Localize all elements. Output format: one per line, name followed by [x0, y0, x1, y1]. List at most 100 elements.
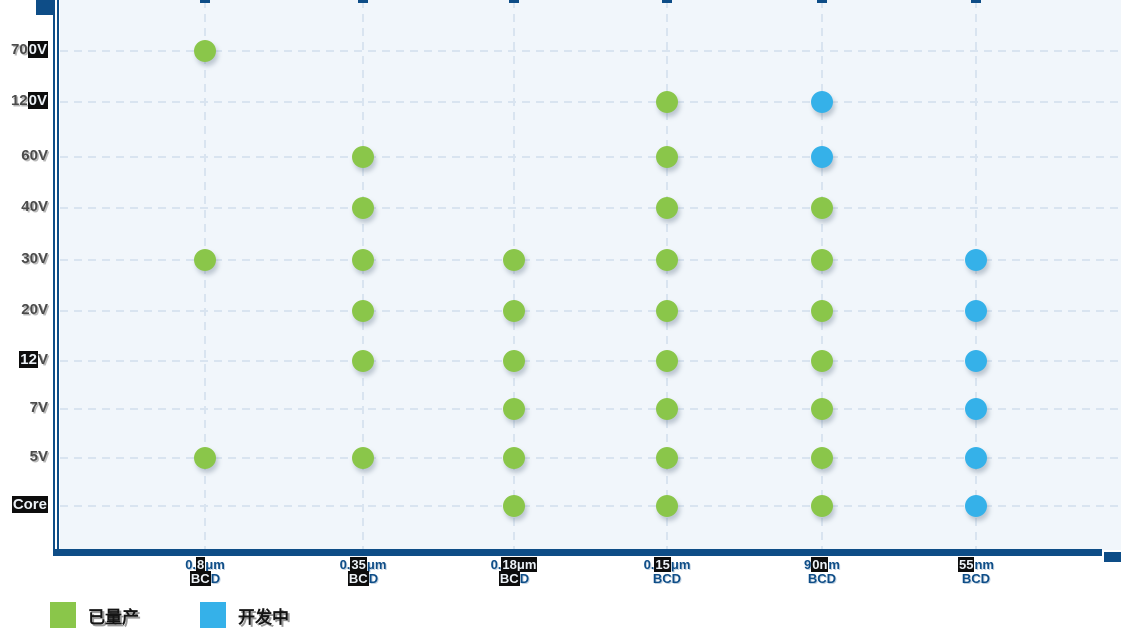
- label-segment: 70: [10, 41, 28, 58]
- legend-swatch-blue: [200, 602, 226, 628]
- x-axis-label-line1: 55nm: [901, 557, 1051, 572]
- point-55nm-12V[interactable]: [965, 350, 987, 372]
- legend-item-mass-production[interactable]: 已量产: [50, 602, 139, 628]
- label-highlight-segment: 15: [654, 557, 671, 572]
- point-0.15μm-5V[interactable]: [656, 447, 678, 469]
- horizontal-gridline: [60, 457, 1121, 459]
- horizontal-gridline: [60, 50, 1121, 52]
- point-0.35μm-30V[interactable]: [352, 249, 374, 271]
- x-axis-label-0.18μm-BCD: 0.18μm BCD: [439, 557, 589, 586]
- point-90nm-40V[interactable]: [811, 197, 833, 219]
- label-segment: 7V: [29, 399, 48, 416]
- label-segment: 20V: [21, 301, 48, 318]
- point-0.15μm-7V[interactable]: [656, 398, 678, 420]
- plot-area: [60, 0, 1121, 550]
- scroll-handle-bottom-right[interactable]: [1104, 552, 1121, 562]
- y-axis-label-Core: Core: [0, 496, 48, 513]
- x-axis-top-tick: [662, 0, 672, 3]
- x-axis-label-line1: 0.18μm: [439, 557, 589, 572]
- y-axis-line: [53, 0, 55, 553]
- point-0.35μm-20V[interactable]: [352, 300, 374, 322]
- x-axis-label-55nm-BCD: 55nm BCD: [901, 557, 1051, 586]
- point-0.15μm-12V[interactable]: [656, 350, 678, 372]
- point-55nm-5V[interactable]: [965, 447, 987, 469]
- point-0.18μm-30V[interactable]: [503, 249, 525, 271]
- label-highlight-segment: 35: [350, 557, 367, 572]
- x-axis-label-0.15μm-BCD: 0.15μm BCD: [592, 557, 742, 586]
- point-0.35μm-12V[interactable]: [352, 350, 374, 372]
- point-0.15μm-120V[interactable]: [656, 91, 678, 113]
- point-0.18μm-7V[interactable]: [503, 398, 525, 420]
- legend-label-in-development: 开发中: [238, 607, 289, 627]
- x-axis-label-line1: 0.35μm: [288, 557, 438, 572]
- horizontal-gridline: [60, 505, 1121, 507]
- label-highlight-segment: Core: [11, 496, 48, 513]
- label-highlight-segment: BC: [189, 571, 211, 586]
- point-0.18μm-Core[interactable]: [503, 495, 525, 517]
- point-55nm-30V[interactable]: [965, 249, 987, 271]
- label-highlight-segment: 55: [958, 557, 975, 572]
- point-0.15μm-Core[interactable]: [656, 495, 678, 517]
- label-segment: 0.: [643, 557, 655, 572]
- point-0.8μm-30V[interactable]: [194, 249, 216, 271]
- point-90nm-5V[interactable]: [811, 447, 833, 469]
- legend-item-in-development[interactable]: 开发中: [200, 602, 289, 628]
- point-0.8μm-5V[interactable]: [194, 447, 216, 469]
- label-segment: V: [37, 351, 48, 368]
- label-highlight-segment: 0V: [27, 92, 48, 109]
- x-axis-label-line2: BCD: [592, 572, 742, 586]
- label-segment: BCD: [652, 571, 682, 586]
- x-axis-label-line2: BCD: [130, 571, 280, 586]
- label-segment: BCD: [807, 571, 837, 586]
- point-90nm-Core[interactable]: [811, 495, 833, 517]
- point-0.15μm-60V[interactable]: [656, 146, 678, 168]
- point-0.18μm-12V[interactable]: [503, 350, 525, 372]
- point-0.35μm-60V[interactable]: [352, 146, 374, 168]
- horizontal-gridline: [60, 360, 1121, 362]
- label-highlight-segment: 0V: [27, 41, 48, 58]
- x-axis-label-0.8μm-BCD: 0.8μm BCD: [130, 557, 280, 586]
- label-segment: μm: [205, 557, 225, 572]
- point-55nm-7V[interactable]: [965, 398, 987, 420]
- point-0.35μm-5V[interactable]: [352, 447, 374, 469]
- label-segment: 0.: [490, 557, 502, 572]
- x-axis-top-tick: [509, 0, 519, 3]
- horizontal-gridline: [60, 156, 1121, 158]
- point-0.15μm-40V[interactable]: [656, 197, 678, 219]
- point-90nm-120V[interactable]: [811, 91, 833, 113]
- point-0.18μm-5V[interactable]: [503, 447, 525, 469]
- x-axis-label-line1: 0.15μm: [592, 557, 742, 572]
- point-90nm-12V[interactable]: [811, 350, 833, 372]
- point-90nm-60V[interactable]: [811, 146, 833, 168]
- label-highlight-segment: BC: [498, 571, 520, 586]
- x-axis-label-line2: BCD: [901, 572, 1051, 586]
- label-highlight-segment: 0n: [811, 557, 829, 572]
- point-90nm-30V[interactable]: [811, 249, 833, 271]
- vertical-gridline: [513, 0, 515, 550]
- legend-swatch-green: [50, 602, 76, 628]
- x-axis-label-line2: BCD: [288, 571, 438, 586]
- vertical-gridline: [362, 0, 364, 550]
- legend-label-mass-production: 已量产: [88, 607, 139, 627]
- label-segment: D: [210, 571, 221, 586]
- label-segment: 0.: [185, 557, 197, 572]
- label-highlight-segment: 18μm: [501, 557, 538, 572]
- scroll-handle-top-left[interactable]: [36, 0, 55, 15]
- point-0.18μm-20V[interactable]: [503, 300, 525, 322]
- y-axis-label-12V: 12V: [0, 351, 48, 368]
- point-0.15μm-20V[interactable]: [656, 300, 678, 322]
- label-highlight-segment: 12: [19, 351, 38, 368]
- x-axis-label-line1: 0.8μm: [130, 557, 280, 572]
- point-0.15μm-30V[interactable]: [656, 249, 678, 271]
- point-55nm-Core[interactable]: [965, 495, 987, 517]
- y-axis-label-30V: 30V: [0, 250, 48, 267]
- point-90nm-7V[interactable]: [811, 398, 833, 420]
- point-0.8μm-700V[interactable]: [194, 40, 216, 62]
- point-90nm-20V[interactable]: [811, 300, 833, 322]
- point-55nm-20V[interactable]: [965, 300, 987, 322]
- label-segment: 0.: [339, 557, 351, 572]
- point-0.35μm-40V[interactable]: [352, 197, 374, 219]
- label-segment: 30V: [21, 250, 48, 267]
- label-segment: BCD: [961, 571, 991, 586]
